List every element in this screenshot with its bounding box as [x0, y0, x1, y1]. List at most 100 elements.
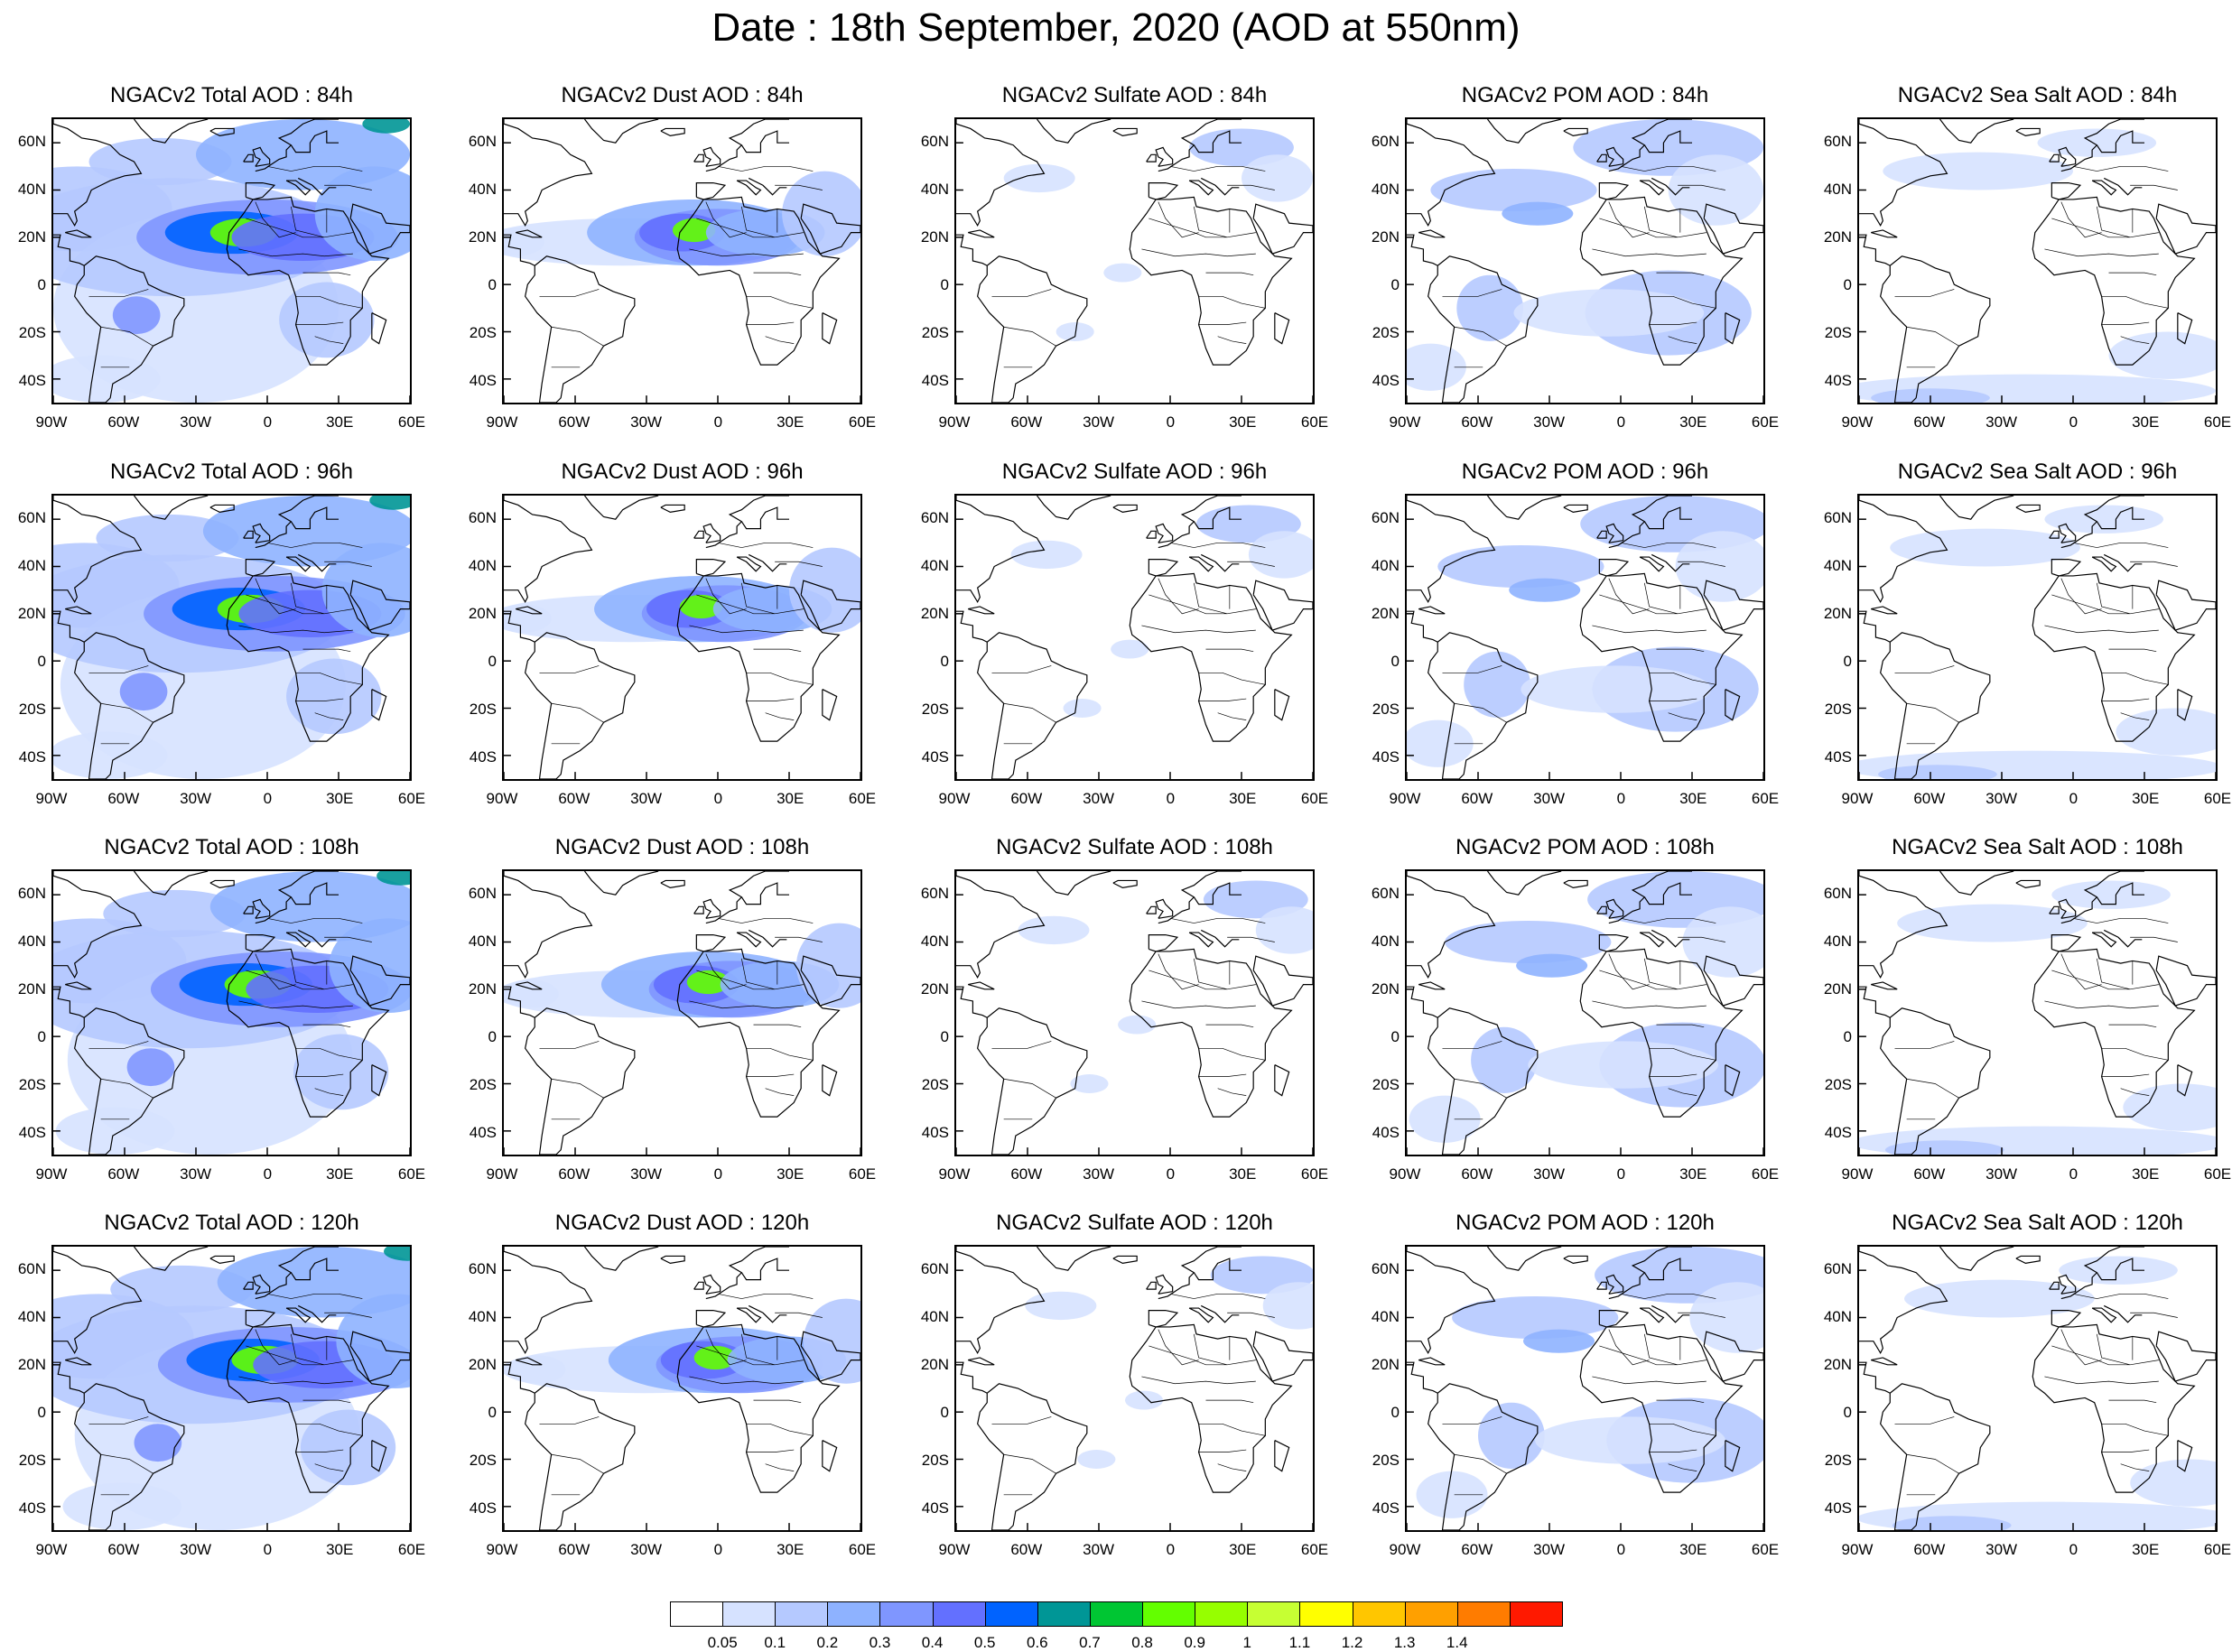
aod-blob — [1509, 578, 1581, 602]
country-border — [746, 321, 795, 325]
aod-blob — [88, 137, 232, 186]
colorbar-swatch — [827, 1601, 881, 1627]
country-border — [88, 1041, 149, 1049]
lon-label: 60W — [1913, 790, 1946, 807]
lat-label: 20S — [1824, 1075, 1852, 1093]
aod-shading — [53, 119, 410, 403]
country-border — [2096, 206, 2131, 238]
coastline-iberia — [2051, 1310, 2082, 1328]
country-border — [324, 561, 372, 567]
panel-title: NGACv2 Sea Salt AOD : 108h — [1892, 835, 2183, 859]
lat-label: 20N — [468, 227, 497, 246]
lon-label: 90W — [1389, 1541, 1421, 1558]
country-border — [238, 248, 353, 257]
lat-label: 20N — [17, 227, 46, 246]
coastline-iceland — [209, 504, 235, 513]
country-border — [2101, 1449, 2150, 1452]
country-border — [991, 665, 1052, 673]
map-frame — [51, 869, 412, 1156]
country-border — [2120, 712, 2150, 720]
colorbar-swatch — [1352, 1601, 1406, 1627]
coastline-britain — [1155, 146, 1174, 167]
country-border — [775, 1312, 823, 1318]
colorbar-swatch — [1456, 1601, 1511, 1627]
coastline-europe — [255, 496, 339, 549]
coastline-balkan — [748, 553, 787, 572]
map-frame — [954, 494, 1315, 781]
country-border — [1649, 1449, 1697, 1452]
aod-blob — [1897, 904, 2088, 942]
coastline-madagascar — [822, 1440, 838, 1472]
country-border — [1217, 1088, 1247, 1096]
country-border — [1442, 289, 1502, 297]
lat-label: 20N — [468, 979, 497, 998]
country-border — [991, 1041, 1052, 1049]
lat-label: 40N — [1371, 932, 1400, 950]
lat-label: 20N — [1823, 979, 1852, 998]
aod-blob — [329, 918, 410, 1013]
coastline-britain — [1605, 523, 1624, 543]
aod-blob — [1255, 906, 1313, 954]
coastline-cuba — [1871, 229, 1898, 238]
coastline-balkan — [748, 177, 787, 196]
country-border — [290, 1333, 325, 1366]
lat-label: 40S — [921, 371, 949, 389]
coastline-africa — [1129, 196, 1293, 366]
country-border — [696, 218, 804, 238]
country-border — [295, 1423, 363, 1436]
axis-ticks — [1407, 1269, 1763, 1530]
coastline-namerica — [956, 496, 1046, 604]
coastline-greenland — [1939, 871, 2014, 896]
country-border — [302, 272, 351, 276]
lat-label: 20S — [1372, 323, 1400, 341]
lon-label: 90W — [35, 1541, 68, 1558]
lat-label: 40S — [18, 747, 46, 766]
lat-label: 40N — [1371, 1307, 1400, 1325]
lon-label: 90W — [35, 413, 68, 431]
colorbar-label: 0.2 — [816, 1634, 839, 1651]
aod-blob — [2130, 1459, 2216, 1507]
coastline-africa — [1579, 948, 1744, 1118]
coastline-cuba — [968, 981, 995, 990]
country-border — [255, 201, 296, 238]
lat-label: 40N — [920, 180, 949, 198]
lon-label: 30E — [2132, 1541, 2160, 1558]
country-border — [1442, 1041, 1502, 1049]
coastline-namerica — [1859, 1247, 1948, 1355]
coastline-centralam — [956, 234, 988, 266]
coastline-cuba — [1418, 981, 1446, 990]
coastline-greenland — [134, 496, 209, 520]
country-border — [100, 1453, 153, 1474]
country-border — [1169, 542, 1266, 548]
country-border — [266, 1293, 363, 1299]
coastline-scand — [1193, 882, 1242, 905]
lon-label: 30W — [630, 413, 663, 431]
aod-blob — [1528, 1041, 1718, 1089]
country-border — [246, 594, 353, 615]
aod-field-sulfate — [956, 496, 1313, 779]
coastline-cuba — [516, 1357, 543, 1366]
lon-label: 90W — [35, 1165, 68, 1183]
country-border — [1668, 712, 1697, 720]
aod-field-seasalt — [1859, 496, 2216, 779]
aod-blob — [2051, 880, 2171, 909]
country-border — [1643, 1333, 1679, 1366]
coastline-britain — [252, 898, 271, 919]
country-border — [2130, 561, 2178, 567]
country-border — [324, 1312, 372, 1318]
country-border — [302, 1024, 351, 1028]
coastline-samerica — [74, 632, 185, 779]
country-border — [775, 561, 823, 567]
country-border — [1678, 1312, 1725, 1318]
coastline-balkan — [2103, 177, 2143, 196]
coastlines — [956, 1247, 1313, 1530]
country-border — [1592, 1376, 1707, 1385]
coastline-europe — [705, 496, 790, 549]
country-border — [295, 321, 344, 325]
lon-label: 30E — [777, 1165, 804, 1183]
lon-label: 60E — [848, 1541, 877, 1558]
coastline-iberia — [245, 934, 276, 952]
lon-label: 60W — [1010, 1165, 1043, 1183]
country-border — [1649, 1073, 1697, 1077]
lon-label: 60E — [1300, 790, 1329, 807]
